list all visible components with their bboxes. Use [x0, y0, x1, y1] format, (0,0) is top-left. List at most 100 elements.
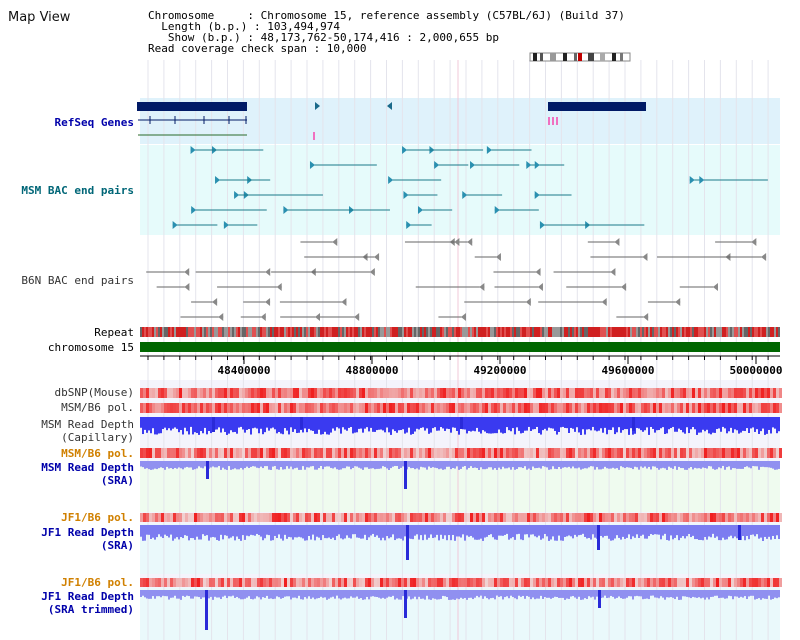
jf1-sra-depth-bar	[434, 525, 436, 538]
jf1-trim-depth-bar	[372, 590, 374, 597]
jf1-trim-depth-bar	[268, 590, 270, 599]
dbsnp-cell	[383, 388, 386, 398]
repeat-cell	[352, 327, 354, 337]
b6n-bac-end	[265, 268, 271, 276]
label-dbsnp[interactable]: dbSNP(Mouse)	[54, 386, 134, 399]
msm-b6-pol2-cell	[305, 448, 308, 458]
jf1-trim-depth-bar	[264, 590, 266, 598]
dbsnp-cell	[200, 388, 203, 398]
msm-b6-pol2-cell	[512, 448, 515, 458]
msm-b6-pol-cell	[695, 403, 698, 413]
label-chromosome[interactable]: chromosome 15	[47, 341, 134, 354]
msm-sra-depth-bar	[676, 461, 678, 470]
jf1-sra-depth-bar	[218, 525, 220, 541]
msm-b6-pol-cell	[584, 403, 587, 413]
jf1-sra-depth-bar	[674, 525, 676, 538]
msm-cap-depth-bar	[594, 417, 596, 431]
msm-b6-pol2-cell	[479, 448, 482, 458]
msm-b6-pol-cell	[407, 403, 410, 413]
msm-cap-depth-bar	[280, 417, 282, 434]
jf1-trim-depth-bar	[428, 590, 430, 600]
jf1-sra-depth-bar	[552, 525, 554, 537]
jf1-trim-depth-bar	[726, 590, 728, 599]
jf1-trim-depth-bar	[314, 590, 316, 600]
jf1-pol-cell	[536, 513, 539, 522]
label-repeat[interactable]: Repeat	[94, 326, 134, 339]
label-jf1-pol[interactable]: JF1/B6 pol.	[61, 511, 134, 524]
repeat-cell	[684, 327, 686, 337]
msm-b6-pol-cell	[713, 403, 716, 413]
info-show: Show (b.p.) : 48,173,762-50,174,416 : 2,…	[148, 31, 499, 44]
label-msm-depth-cap1[interactable]: MSM Read Depth	[41, 418, 134, 431]
dbsnp-cell	[158, 388, 161, 398]
msm-cap-depth-bar	[676, 417, 678, 432]
label-jf1-trim1[interactable]: JF1 Read Depth	[41, 590, 134, 603]
msm-sra-depth-bar	[320, 461, 322, 466]
jf1-sra-depth-bar	[602, 525, 604, 538]
repeat-cell	[374, 327, 376, 337]
msm-b6-pol-cell	[311, 403, 314, 413]
jf1-sra-depth-bar	[188, 525, 190, 541]
label-jf1-sra1[interactable]: JF1 Read Depth	[41, 526, 134, 539]
jf1-trim-depth-bar	[702, 590, 704, 598]
dbsnp-cell	[287, 388, 290, 398]
ideogram-band	[612, 53, 616, 61]
jf1-trim-depth-bar	[536, 590, 538, 599]
msm-b6-pol2-cell	[455, 448, 458, 458]
repeat-cell	[628, 327, 630, 337]
jf1-pol2-cell	[506, 578, 509, 587]
msm-cap-depth-bar	[168, 417, 170, 429]
msm-b6-pol-cell	[278, 403, 281, 413]
jf1-pol2-cell	[446, 578, 449, 587]
jf1-pol2-cell	[629, 578, 632, 587]
jf1-trim-depth-bar	[334, 590, 336, 599]
chromosome-ideogram[interactable]	[530, 52, 630, 62]
jf1-pol-cell	[644, 513, 647, 522]
repeat-cell	[596, 327, 598, 337]
dbsnp-cell	[722, 388, 725, 398]
repeat-cell	[610, 327, 612, 337]
label-msm-bac[interactable]: MSM BAC end pairs	[21, 184, 134, 197]
jf1-trim-depth-bar	[712, 590, 714, 597]
msm-b6-pol-cell	[170, 403, 173, 413]
jf1-trim-depth-bar	[252, 590, 254, 600]
dbsnp-cell	[497, 388, 500, 398]
label-msm-b6-pol[interactable]: MSM/B6 pol.	[61, 401, 134, 414]
msm-b6-pol-cell	[218, 403, 221, 413]
msm-sra-depth-bar	[500, 461, 502, 470]
repeat-cell	[156, 327, 158, 337]
label-jf1-pol-2[interactable]: JF1/B6 pol.	[61, 576, 134, 589]
jf1-pol-cell	[695, 513, 698, 522]
label-msm-sra1[interactable]: MSM Read Depth	[41, 461, 134, 474]
label-msm-b6-pol-2[interactable]: MSM/B6 pol.	[61, 447, 134, 460]
msm-b6-pol2-cell	[341, 448, 344, 458]
dbsnp-cell	[743, 388, 746, 398]
msm-sra-depth-bar	[420, 461, 422, 467]
dbsnp-cell	[776, 388, 779, 398]
repeat-cell	[446, 327, 448, 337]
jf1-pol-cell	[746, 513, 749, 522]
msm-sra-depth-bar	[560, 461, 562, 469]
jf1-sra-depth-bar	[224, 525, 226, 536]
jf1-pol2-cell	[431, 578, 434, 587]
msm-b6-pol2-cell	[353, 448, 356, 458]
msm-cap-depth-bar	[654, 417, 656, 433]
repeat-cell	[702, 327, 704, 337]
label-b6n-bac[interactable]: B6N BAC end pairs	[21, 274, 134, 287]
jf1-trim-depth-bar	[234, 590, 236, 598]
msm-cap-depth-bar	[718, 417, 720, 429]
msm-cap-depth-bar-spike	[632, 417, 635, 431]
msm-b6-pol-cell	[209, 403, 212, 413]
repeat-cell	[264, 327, 266, 337]
msm-sra-depth-bar	[458, 461, 460, 470]
msm-b6-pol2-cell	[668, 448, 671, 458]
msm-cap-depth-bar	[518, 417, 520, 431]
msm-cap-depth-bar	[392, 417, 394, 430]
jf1-pol2-cell	[527, 578, 530, 587]
jf1-pol-cell	[653, 513, 656, 522]
jf1-sra-depth-bar	[374, 525, 376, 537]
msm-b6-pol2-cell	[773, 448, 776, 458]
label-refseq-genes[interactable]: RefSeq Genes	[54, 116, 134, 129]
msm-sra-depth-bar	[174, 461, 176, 468]
